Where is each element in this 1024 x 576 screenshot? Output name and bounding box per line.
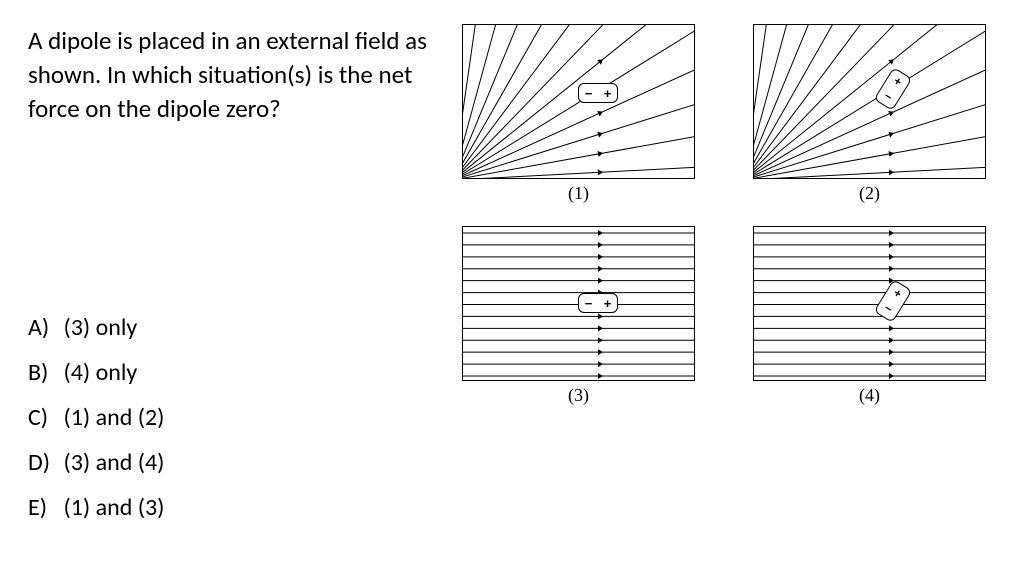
option-d: D) (3) and (4) bbox=[28, 448, 164, 477]
option-letter: D) bbox=[28, 448, 58, 477]
figure-4-label: (4) bbox=[753, 385, 986, 406]
dipole-neg: − bbox=[882, 301, 895, 317]
radial-field-icon bbox=[754, 25, 986, 179]
figure-row-2: − + (3) + − (4) bbox=[462, 226, 1002, 406]
answer-options: A) (3) only B) (4) only C) (1) and (2) D… bbox=[28, 313, 164, 538]
dipole-pos: + bbox=[604, 296, 612, 311]
option-letter: A) bbox=[28, 313, 58, 342]
figure-2: + − (2) bbox=[753, 24, 986, 204]
option-text: (3) and (4) bbox=[63, 448, 164, 477]
option-text: (4) only bbox=[63, 358, 137, 387]
option-c: C) (1) and (2) bbox=[28, 403, 164, 432]
dipole-pos: + bbox=[891, 74, 904, 90]
option-letter: B) bbox=[28, 358, 58, 387]
figure-3: − + (3) bbox=[462, 226, 695, 406]
figure-3-box: − + bbox=[462, 226, 695, 381]
figure-1-label: (1) bbox=[462, 183, 695, 204]
dipole-neg: − bbox=[585, 296, 593, 311]
dipole-horizontal: − + bbox=[578, 293, 618, 313]
option-b: B) (4) only bbox=[28, 358, 164, 387]
dipole-neg: − bbox=[882, 89, 895, 105]
question-text: A dipole is placed in an external field … bbox=[28, 24, 428, 125]
figure-4-box: + − bbox=[753, 226, 986, 381]
figure-4: + − (4) bbox=[753, 226, 986, 406]
option-text: (1) and (3) bbox=[63, 493, 164, 522]
option-a: A) (3) only bbox=[28, 313, 164, 342]
option-letter: C) bbox=[28, 403, 58, 432]
dipole-horizontal: − + bbox=[578, 83, 618, 103]
option-letter: E) bbox=[28, 493, 58, 522]
figure-1-box: − + bbox=[462, 24, 695, 179]
dipole-neg: − bbox=[585, 86, 593, 101]
dipole-pos: + bbox=[891, 286, 904, 302]
radial-field-icon bbox=[463, 25, 695, 179]
figure-3-label: (3) bbox=[462, 385, 695, 406]
figure-1: − + (1) bbox=[462, 24, 695, 204]
dipole-pos: + bbox=[604, 86, 612, 101]
figure-row-1: − + (1) + − (2) bbox=[462, 24, 1002, 204]
option-text: (1) and (2) bbox=[63, 403, 164, 432]
figures-panel: − + (1) + − (2) − + bbox=[462, 24, 1002, 412]
figure-2-box: + − bbox=[753, 24, 986, 179]
option-text: (3) only bbox=[63, 313, 137, 342]
option-e: E) (1) and (3) bbox=[28, 493, 164, 522]
uniform-field-icon bbox=[754, 227, 986, 381]
figure-2-label: (2) bbox=[753, 183, 986, 204]
